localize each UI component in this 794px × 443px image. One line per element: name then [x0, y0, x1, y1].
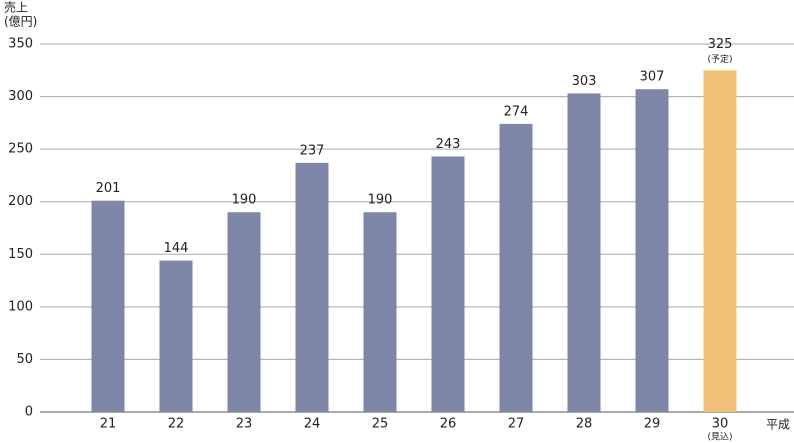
bar [703, 70, 737, 413]
value-label: 190 [368, 193, 393, 208]
x-tick-note: (見込) [707, 432, 732, 443]
value-note: (予定) [707, 53, 732, 65]
bar [91, 200, 125, 412]
x-tick-label: 21 [100, 417, 117, 432]
x-tick-label: 23 [236, 417, 253, 432]
bar [159, 260, 193, 412]
y-tick-label: 200 [8, 194, 33, 209]
y-tick-label: 300 [8, 89, 33, 104]
y-tick-label: 50 [16, 352, 33, 367]
y-axis-label: 売上 [4, 0, 28, 15]
bar [227, 212, 261, 412]
bar [567, 93, 601, 412]
x-tick-label: 27 [508, 417, 525, 432]
value-label: 237 [300, 143, 325, 158]
y-tick-label: 150 [8, 247, 33, 262]
value-label: 190 [232, 193, 257, 208]
value-label: 307 [640, 70, 665, 85]
bar [363, 212, 397, 412]
bar [431, 156, 465, 412]
value-label: 201 [96, 181, 121, 196]
y-tick-label: 250 [8, 142, 33, 157]
y-axis-label: (億円) [4, 15, 37, 29]
bar [295, 162, 329, 412]
value-label: 243 [436, 137, 461, 152]
x-axis-label: 平成 [766, 418, 790, 432]
value-label: 325 [708, 37, 733, 52]
value-label: 274 [504, 104, 529, 119]
x-tick-label: 22 [168, 417, 185, 432]
x-tick-label: 29 [644, 417, 661, 432]
x-tick-label: 24 [304, 417, 321, 432]
y-tick-label: 350 [8, 37, 33, 52]
x-tick-label: 26 [440, 417, 457, 432]
x-tick-label: 30 [712, 417, 729, 432]
value-label: 303 [572, 74, 597, 89]
y-tick-label: 0 [25, 405, 33, 420]
bar [499, 123, 533, 412]
x-tick-label: 28 [576, 417, 593, 432]
y-tick-label: 100 [8, 299, 33, 314]
x-tick-label: 25 [372, 417, 389, 432]
value-label: 144 [164, 241, 189, 256]
bar [635, 89, 669, 412]
